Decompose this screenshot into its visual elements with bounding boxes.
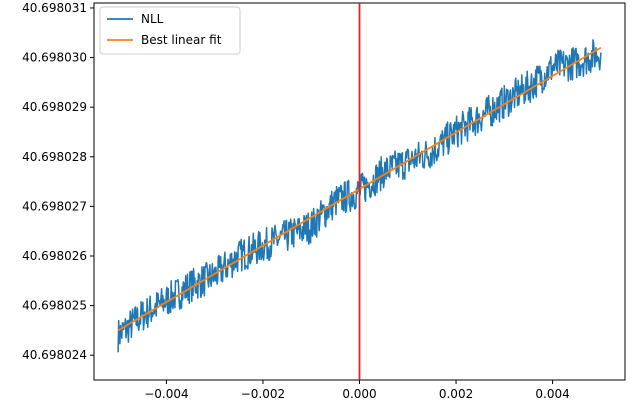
legend: NLL Best linear fit: [99, 6, 241, 55]
legend-box: [99, 6, 241, 55]
y-tick-label: 40.698031: [22, 1, 87, 15]
y-tick-label: 40.698029: [22, 100, 87, 114]
x-tick-label: 0.000: [342, 387, 376, 401]
legend-label-best-linear-fit: Best linear fit: [141, 33, 222, 47]
y-tick-label: 40.698026: [22, 249, 87, 263]
y-tick-label: 40.698030: [22, 51, 87, 65]
x-tick-label: −0.004: [144, 387, 188, 401]
y-tick-label: 40.698024: [22, 348, 87, 362]
y-tick-label: 40.698028: [22, 150, 87, 164]
y-tick-label: 40.698027: [22, 199, 87, 213]
y-tick-label: 40.698025: [22, 299, 87, 313]
x-tick-label: 0.004: [535, 387, 569, 401]
x-tick-label: −0.002: [241, 387, 285, 401]
legend-label-nll: NLL: [141, 12, 164, 26]
x-tick-label: 0.002: [439, 387, 473, 401]
x-axis: −0.004 −0.002 0.000 0.002 0.004: [144, 380, 570, 401]
y-axis: 40.698024 40.698025 40.698026 40.698027 40.6…: [22, 1, 94, 362]
plot-area: [93, 2, 626, 381]
